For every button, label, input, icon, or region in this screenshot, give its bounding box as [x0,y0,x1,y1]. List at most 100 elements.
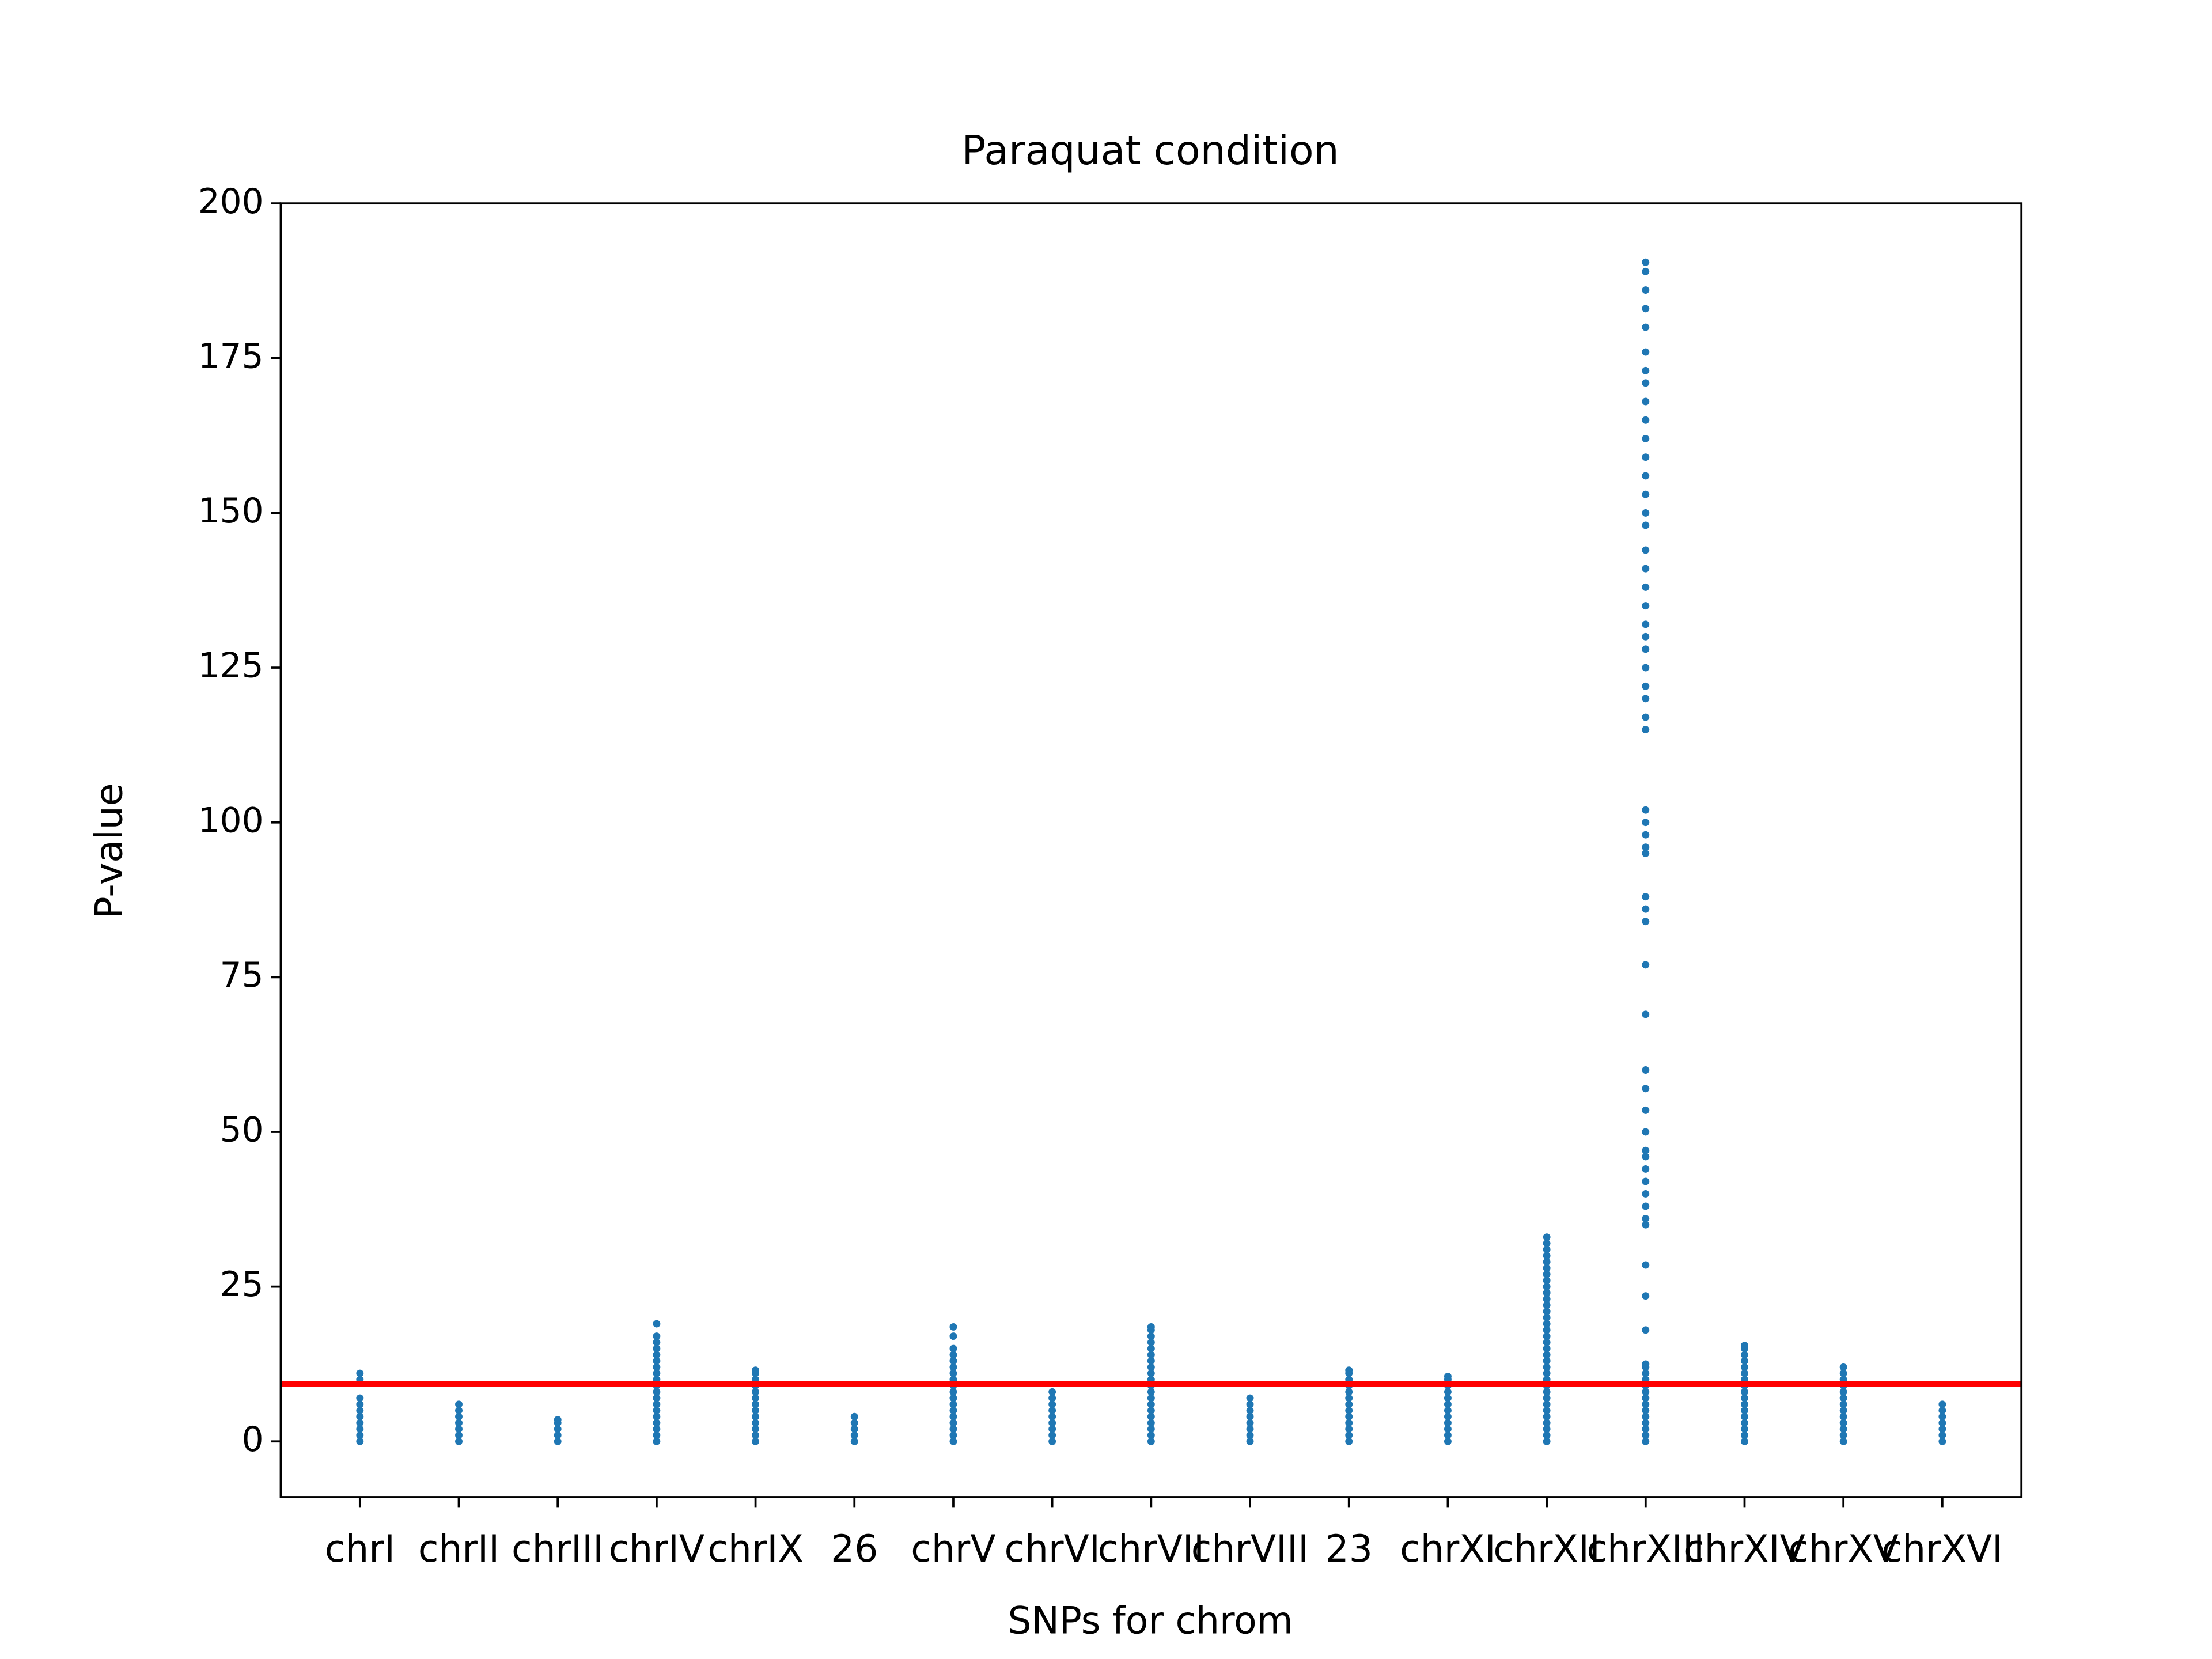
point [1741,1342,1748,1350]
point [1345,1412,1353,1421]
point [1642,1394,1650,1402]
point [1147,1388,1155,1396]
point [949,1400,957,1408]
point [1938,1425,1946,1433]
point [1543,1357,1551,1365]
point [1642,1085,1650,1093]
point [1147,1357,1155,1365]
point [1642,695,1650,703]
x-tick-label: 23 [1325,1528,1373,1571]
point [1543,1277,1551,1285]
point [949,1363,957,1371]
x-tick-label: chrXVI [1882,1528,2003,1571]
point [455,1400,463,1408]
point [1741,1357,1748,1365]
y-tick-label: 50 [220,1111,264,1150]
point [1048,1400,1056,1408]
point [1048,1412,1056,1421]
plot-frame [279,202,2023,1498]
x-tick-label: chrV [911,1528,995,1571]
point [1642,961,1650,969]
point [850,1437,858,1445]
point [455,1425,463,1433]
point [1543,1332,1551,1340]
point [1642,1190,1650,1198]
point [752,1366,760,1374]
point [455,1431,463,1439]
point [1345,1437,1353,1445]
point [1642,831,1650,839]
point [1444,1372,1452,1380]
point [356,1425,364,1433]
point [1147,1407,1155,1414]
point [1246,1425,1254,1433]
y-tick-label: 25 [220,1265,264,1305]
point [1642,1153,1650,1161]
point [1642,1326,1650,1334]
point [1147,1400,1155,1408]
point [1642,632,1650,641]
point [1543,1245,1551,1253]
point [1543,1320,1551,1328]
point [1048,1388,1056,1396]
point [356,1412,364,1421]
point [1642,1106,1650,1114]
point [1839,1394,1847,1402]
point [455,1412,463,1421]
point [1147,1394,1155,1402]
point [949,1323,957,1331]
point [1642,1388,1650,1396]
y-tick-label: 75 [220,956,264,995]
point [1543,1344,1551,1353]
point [1444,1400,1452,1408]
point [1642,1177,1650,1185]
point [1642,682,1650,690]
point [1642,521,1650,529]
point [1642,602,1650,610]
point [653,1425,661,1433]
point [1444,1394,1452,1402]
point [1741,1412,1748,1421]
point [1543,1388,1551,1396]
point [1543,1313,1551,1321]
point [1345,1366,1353,1374]
point [1938,1437,1946,1445]
point [1741,1419,1748,1427]
x-tick-label: chrXII [1493,1528,1600,1571]
point [1147,1344,1155,1353]
point [1543,1431,1551,1439]
point [1642,472,1650,480]
point [1147,1332,1155,1340]
point [356,1369,364,1377]
point [1642,905,1650,913]
point [1642,453,1650,461]
point [1741,1437,1748,1445]
y-tick-label: 175 [198,336,264,376]
point [949,1419,957,1427]
point [356,1407,364,1414]
point [1642,1419,1650,1427]
point [1147,1412,1155,1421]
point [1048,1425,1056,1433]
point [1345,1425,1353,1433]
point [1444,1437,1452,1445]
point [1543,1412,1551,1421]
point [1642,1165,1650,1173]
point [1642,1412,1650,1421]
point [1642,645,1650,653]
point [1543,1239,1551,1247]
point [1543,1252,1551,1260]
y-tick-label: 100 [198,801,264,840]
point [356,1394,364,1402]
point [1642,490,1650,498]
point [356,1419,364,1427]
point [653,1338,661,1346]
point [1839,1425,1847,1433]
point [1642,1010,1650,1018]
point [1938,1431,1946,1439]
point [1642,1431,1650,1439]
point [1345,1419,1353,1427]
point [752,1431,760,1439]
point [653,1437,661,1445]
